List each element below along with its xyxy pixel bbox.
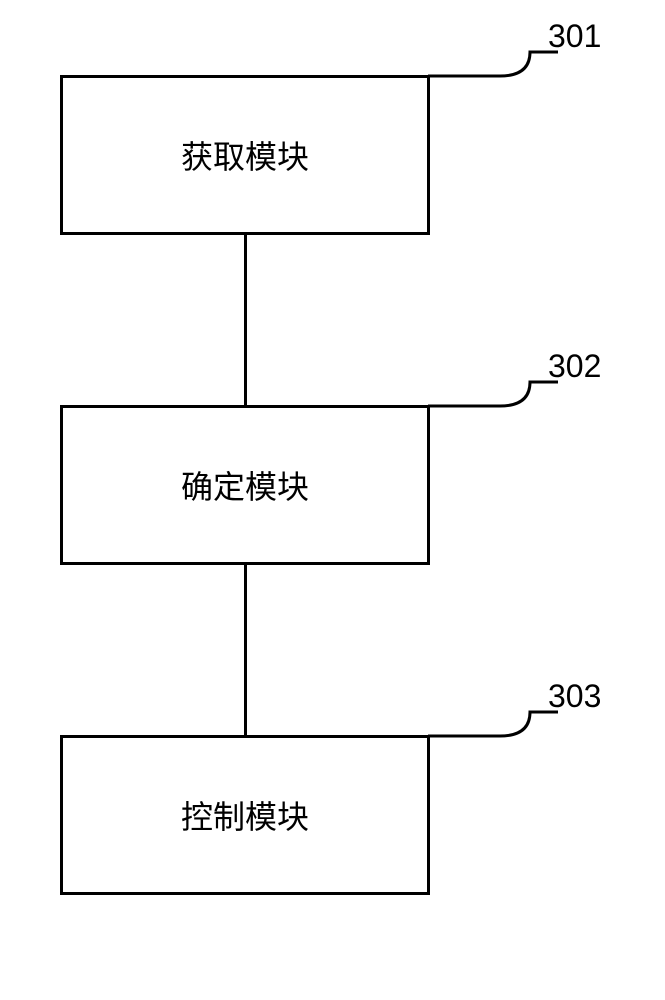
leader-line-303 <box>0 0 665 1000</box>
flowchart-diagram: 获取模块 确定模块 控制模块 301 302 303 <box>0 0 665 1000</box>
ref-label-303: 303 <box>548 678 601 715</box>
